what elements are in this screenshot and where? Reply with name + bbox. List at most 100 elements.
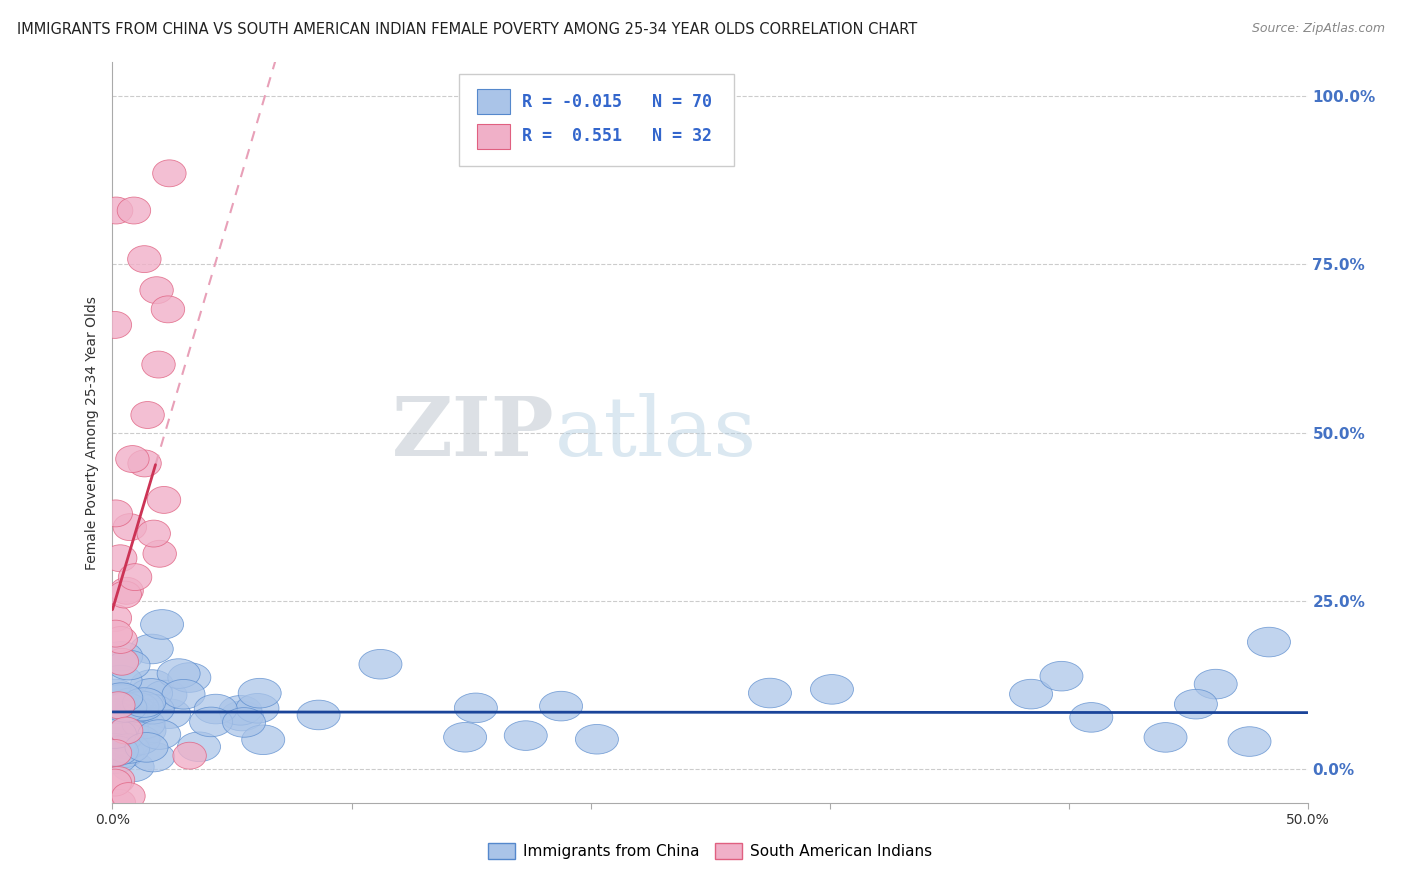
- Ellipse shape: [131, 634, 173, 664]
- Ellipse shape: [101, 766, 135, 794]
- Text: R = -0.015   N = 70: R = -0.015 N = 70: [523, 93, 713, 111]
- Ellipse shape: [157, 659, 200, 689]
- Ellipse shape: [118, 564, 152, 591]
- Ellipse shape: [1194, 669, 1237, 699]
- Ellipse shape: [177, 732, 221, 762]
- Ellipse shape: [129, 679, 173, 708]
- Ellipse shape: [138, 720, 181, 749]
- Text: ZIP: ZIP: [392, 392, 554, 473]
- Text: Source: ZipAtlas.com: Source: ZipAtlas.com: [1251, 22, 1385, 36]
- Ellipse shape: [115, 698, 159, 728]
- Text: atlas: atlas: [554, 392, 756, 473]
- Ellipse shape: [100, 685, 142, 714]
- Ellipse shape: [131, 670, 173, 699]
- Ellipse shape: [107, 727, 149, 756]
- Ellipse shape: [152, 296, 184, 323]
- Ellipse shape: [105, 714, 149, 744]
- Ellipse shape: [810, 674, 853, 704]
- Ellipse shape: [98, 605, 132, 632]
- Ellipse shape: [122, 715, 166, 746]
- Ellipse shape: [101, 722, 143, 751]
- Ellipse shape: [98, 665, 142, 695]
- Ellipse shape: [100, 197, 132, 224]
- Ellipse shape: [148, 486, 181, 514]
- Ellipse shape: [107, 734, 149, 764]
- Ellipse shape: [505, 721, 547, 750]
- Ellipse shape: [117, 197, 150, 224]
- Ellipse shape: [173, 742, 207, 769]
- Ellipse shape: [94, 744, 136, 773]
- Ellipse shape: [111, 752, 155, 781]
- Ellipse shape: [540, 691, 582, 721]
- Ellipse shape: [98, 692, 141, 722]
- Ellipse shape: [98, 769, 132, 796]
- Ellipse shape: [104, 626, 138, 654]
- Ellipse shape: [1227, 727, 1271, 756]
- Ellipse shape: [1144, 723, 1187, 752]
- Ellipse shape: [96, 736, 138, 765]
- Ellipse shape: [1174, 690, 1218, 719]
- Ellipse shape: [1010, 680, 1053, 709]
- Ellipse shape: [97, 694, 139, 723]
- Ellipse shape: [93, 733, 136, 764]
- Ellipse shape: [148, 698, 191, 729]
- Ellipse shape: [136, 520, 170, 547]
- Ellipse shape: [143, 541, 176, 567]
- Ellipse shape: [94, 701, 136, 731]
- Ellipse shape: [93, 719, 136, 748]
- Ellipse shape: [142, 351, 176, 378]
- Ellipse shape: [98, 500, 132, 527]
- Ellipse shape: [238, 678, 281, 708]
- Ellipse shape: [131, 401, 165, 428]
- Bar: [477, 124, 510, 149]
- Ellipse shape: [105, 648, 139, 675]
- Ellipse shape: [219, 696, 262, 725]
- Ellipse shape: [98, 739, 132, 766]
- Ellipse shape: [190, 707, 232, 737]
- Ellipse shape: [575, 724, 619, 754]
- Ellipse shape: [1070, 703, 1112, 732]
- Ellipse shape: [143, 681, 187, 710]
- Ellipse shape: [97, 698, 141, 728]
- Ellipse shape: [93, 679, 136, 709]
- Ellipse shape: [1040, 661, 1083, 691]
- Ellipse shape: [110, 577, 143, 604]
- Ellipse shape: [115, 692, 159, 723]
- Ellipse shape: [125, 732, 169, 762]
- Ellipse shape: [100, 682, 143, 713]
- Ellipse shape: [167, 663, 211, 692]
- Ellipse shape: [117, 725, 160, 755]
- Ellipse shape: [194, 694, 238, 723]
- Ellipse shape: [107, 650, 150, 680]
- Text: IMMIGRANTS FROM CHINA VS SOUTH AMERICAN INDIAN FEMALE POVERTY AMONG 25-34 YEAR O: IMMIGRANTS FROM CHINA VS SOUTH AMERICAN …: [17, 22, 917, 37]
- Ellipse shape: [236, 693, 278, 723]
- Ellipse shape: [444, 723, 486, 752]
- Ellipse shape: [131, 694, 174, 724]
- Ellipse shape: [111, 688, 153, 717]
- Ellipse shape: [139, 277, 173, 303]
- Ellipse shape: [359, 649, 402, 679]
- Ellipse shape: [748, 678, 792, 708]
- Y-axis label: Female Poverty Among 25-34 Year Olds: Female Poverty Among 25-34 Year Olds: [86, 295, 100, 570]
- Ellipse shape: [128, 450, 162, 477]
- Ellipse shape: [105, 729, 149, 759]
- Ellipse shape: [104, 692, 146, 723]
- Ellipse shape: [110, 717, 143, 744]
- Ellipse shape: [222, 707, 266, 737]
- Ellipse shape: [108, 581, 142, 608]
- Ellipse shape: [122, 709, 165, 739]
- Ellipse shape: [115, 446, 149, 473]
- Ellipse shape: [121, 691, 163, 721]
- Ellipse shape: [1247, 627, 1291, 657]
- Ellipse shape: [100, 641, 142, 671]
- Ellipse shape: [112, 514, 146, 541]
- Ellipse shape: [98, 706, 141, 735]
- Bar: [477, 89, 510, 114]
- Text: R =  0.551   N = 32: R = 0.551 N = 32: [523, 128, 713, 145]
- Ellipse shape: [101, 692, 135, 719]
- Ellipse shape: [132, 742, 174, 772]
- Ellipse shape: [104, 545, 136, 572]
- Ellipse shape: [98, 311, 132, 338]
- Legend: Immigrants from China, South American Indians: Immigrants from China, South American In…: [482, 838, 938, 865]
- Ellipse shape: [101, 739, 145, 768]
